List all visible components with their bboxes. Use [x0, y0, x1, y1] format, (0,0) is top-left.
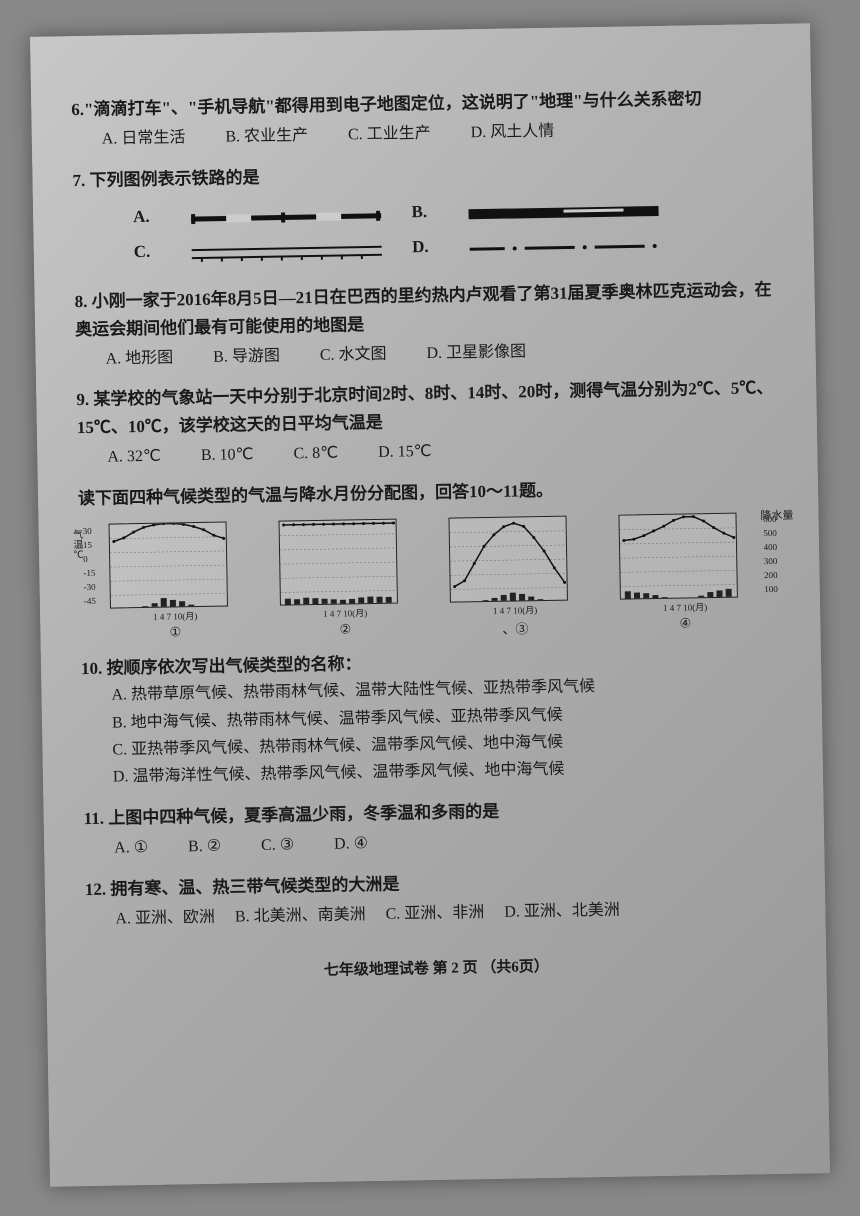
chart4-xaxis: 1 4 7 10(月)	[620, 600, 750, 615]
q8-opt-a: A. 地形图	[105, 345, 173, 372]
chart4-num: ④	[620, 615, 750, 633]
chart3-num: 、③	[450, 618, 580, 639]
chart3-xaxis: 1 4 7 10(月)	[450, 603, 580, 618]
num3: ③	[515, 622, 528, 637]
q6-opt-b: B. 农业生产	[225, 123, 308, 150]
q12-opt-b: B. 北美洲、南美洲	[235, 902, 366, 930]
tick: 100	[764, 582, 778, 596]
question-8: 8. 小刚一家于2016年8月5日—21日在巴西的里约热内卢观看了第31届夏季奥…	[74, 276, 775, 372]
q7-label-b: B.	[411, 198, 427, 225]
q8-text: 8. 小刚一家于2016年8月5日—21日在巴西的里约热内卢观看了第31届夏季奥…	[74, 276, 775, 343]
q9-text: 9. 某学校的气象站一天中分别于北京时间2时、8时、14时、20时，测得气温分别…	[76, 374, 777, 441]
chart1-num: ①	[110, 624, 240, 642]
q8-opt-c: C. 水文图	[320, 341, 387, 368]
q6-opt-d: D. 风土人情	[470, 119, 554, 146]
question-7: 7. 下列图例表示铁路的是 A. B.	[72, 155, 774, 275]
question-12: 12. 拥有寒、温、热三带气候类型的大洲是 A. 亚洲、欧洲 B. 北美洲、南美…	[85, 864, 786, 933]
q12-opt-d: D. 亚洲、北美洲	[504, 898, 620, 926]
q8-opt-b: B. 导游图	[213, 343, 280, 370]
q7-text: 7. 下列图例表示铁路的是	[72, 155, 772, 194]
rail-symbol-c	[160, 239, 412, 259]
q9-opt-d: D. 15℃	[378, 439, 432, 466]
q8-opt-d: D. 卫星影像图	[426, 339, 526, 366]
chart1-xaxis: 1 4 7 10(月)	[110, 609, 240, 624]
chart2-xaxis: 1 4 7 10(月)	[280, 606, 410, 621]
railway-legend-diagram: A. B.	[133, 193, 714, 273]
tick: 15	[83, 538, 95, 552]
tick: 30	[83, 524, 95, 538]
chart2-num: ②	[280, 621, 410, 639]
tick: 600	[763, 512, 777, 526]
q9-opt-c: C. 8℃	[293, 440, 338, 466]
climate-chart-4: 降水量 600 500 400 300 200 100 1 4 7 10(月) …	[618, 513, 750, 636]
tick: 300	[764, 554, 778, 568]
page-footer: 七年级地理试卷 第 2 页 （共6页）	[86, 951, 786, 984]
rail-symbol-b	[437, 199, 690, 219]
q9-opt-a: A. 32℃	[107, 443, 161, 470]
q11-opt-a: A. ①	[114, 835, 148, 861]
q11-opt-b: B. ②	[188, 834, 221, 860]
chart-instruction: 读下面四种气候类型的气温与降水月份分配图，回答10～11题。	[78, 472, 778, 509]
climate-chart-1: 气温℃ 30 15 0 -15 -30 -45 1 4 7 10(月) ①	[109, 522, 241, 645]
climate-charts: 气温℃ 30 15 0 -15 -30 -45 1 4 7 10(月) ① 1 …	[89, 512, 771, 645]
chart4-box	[618, 513, 737, 600]
exam-page: 6."滴滴打车"、"手机导航"都得用到电子地图定位，这说明了"地理"与什么关系密…	[30, 23, 830, 1186]
q12-opt-c: C. 亚洲、非洲	[385, 900, 484, 927]
q7-label-d: D.	[412, 233, 429, 260]
question-6: 6."滴滴打车"、"手机导航"都得用到电子地图定位，这说明了"地理"与什么关系密…	[71, 84, 772, 153]
chart4-yaxis-right: 600 500 400 300 200 100	[763, 512, 778, 596]
q9-opt-b: B. 10℃	[201, 442, 254, 469]
question-11: 11. 上图中四种气候，夏季高温少雨，冬季温和多雨的是 A. ① B. ② C.…	[83, 793, 784, 862]
tick: 200	[764, 568, 778, 582]
rail-symbol-a	[160, 204, 412, 224]
q7-label-a: A.	[133, 203, 150, 230]
question-9: 9. 某学校的气象站一天中分别于北京时间2时、8时、14时、20时，测得气温分别…	[76, 374, 777, 470]
tick: 0	[83, 552, 95, 566]
q12-opt-a: A. 亚洲、欧洲	[115, 905, 215, 932]
chart1-yaxis: 30 15 0 -15 -30 -45	[83, 524, 96, 608]
chart3-box	[448, 516, 567, 603]
tick: 400	[763, 540, 777, 554]
tick: 500	[763, 526, 777, 540]
chart1-box	[109, 522, 228, 609]
tick: -45	[84, 594, 96, 608]
q11-opt-c: C. ③	[261, 833, 294, 859]
tick: -30	[84, 580, 96, 594]
q10-options: A. 热带草原气候、热带雨林气候、温带大陆性气候、亚热带季风气候 B. 地中海气…	[111, 670, 783, 790]
q11-opt-d: D. ④	[334, 832, 368, 858]
q7-label-c: C.	[134, 238, 151, 265]
climate-chart-2: 1 4 7 10(月) ②	[279, 519, 411, 642]
rail-symbol-d	[439, 234, 691, 254]
tick: -15	[83, 566, 95, 580]
question-10: 10. 按顺序依次写出气候类型的名称： A. 热带草原气候、热带雨林气候、温带大…	[81, 643, 783, 791]
q6-opt-c: C. 工业生产	[348, 121, 431, 148]
climate-chart-3: 1 4 7 10(月) 、③	[448, 516, 580, 639]
q6-opt-a: A. 日常生活	[102, 125, 186, 152]
chart2-box	[279, 519, 398, 606]
